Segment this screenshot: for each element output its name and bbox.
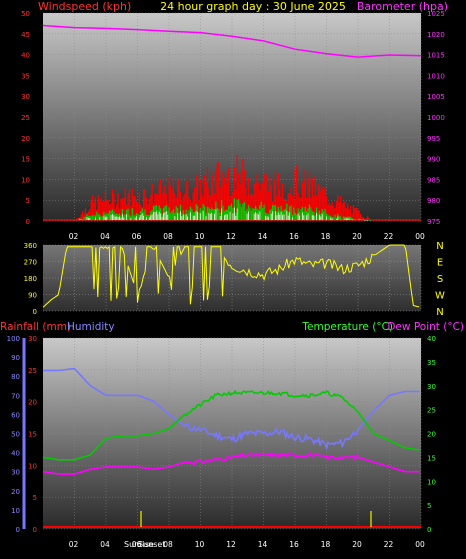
direction-series-line	[42, 244, 420, 308]
humidity-tick-label: 20	[11, 488, 20, 496]
compass-label: W	[435, 291, 445, 302]
barometer-tick-label: 980	[427, 197, 440, 205]
rainfall-axis-title: Rainfall (mm)	[0, 321, 71, 333]
wind-tick-label: 25	[21, 114, 30, 122]
climate-x-tick-label: 12	[226, 540, 236, 549]
compass-label: N	[436, 307, 443, 318]
climate-x-tick-label: 20	[352, 540, 362, 549]
climate-x-tick-label: 06	[132, 540, 142, 549]
direction-tick-label: 180	[24, 275, 37, 283]
wind-tick-label: 0	[26, 218, 30, 226]
compass-label: S	[437, 274, 443, 285]
wind-x-tick-label: 14	[258, 232, 268, 241]
temperature-tick-label: 40	[427, 335, 436, 343]
climate-x-tick-label: 14	[258, 540, 268, 549]
humidity-series-line	[43, 367, 420, 451]
temperature-tick-label: 10	[427, 478, 436, 486]
temperature-tick-label: 0	[427, 526, 431, 534]
wind-tick-label: 35	[21, 72, 30, 80]
humidity-tick-label: 10	[11, 507, 20, 515]
wind-x-tick-label: 10	[195, 232, 205, 241]
barometer-tick-label: 1005	[427, 93, 445, 101]
temperature-tick-label: 25	[427, 407, 436, 415]
direction-tick-label: 270	[24, 259, 37, 267]
wind-x-tick-label: 22	[384, 232, 394, 241]
wind-x-tick-label: 06	[132, 232, 142, 241]
sunrise-label: Sunrise	[124, 540, 154, 549]
temperature-tick-label: 15	[427, 454, 436, 462]
wind-x-tick-label: 08	[163, 232, 173, 241]
wind-tick-label: 30	[21, 93, 30, 101]
barometer-tick-label: 990	[427, 156, 440, 164]
wind-tick-label: 15	[21, 156, 30, 164]
wind-tick-label: 5	[26, 197, 30, 205]
humidity-tick-label: 90	[11, 354, 20, 362]
wind-x-tick-label: 04	[100, 232, 110, 241]
humidity-tick-label: 100	[7, 335, 20, 343]
wind-tick-label: 10	[21, 176, 30, 184]
humidity-tick-label: 50	[11, 431, 20, 439]
humidity-tick-label: 80	[11, 373, 20, 381]
dewpoint-axis-title: Dew Point (°C)	[387, 321, 464, 333]
humidity-tick-label: 60	[11, 411, 20, 419]
humidity-tick-label: 70	[11, 392, 20, 400]
dewpoint-series-line	[42, 451, 420, 475]
wind-tick-label: 40	[21, 52, 30, 60]
climate-x-tick-label: 10	[195, 540, 205, 549]
compass-label: E	[437, 258, 443, 269]
barometer-tick-label: 975	[427, 218, 440, 226]
compass-label: N	[436, 241, 443, 252]
climate-x-tick-label: 00	[415, 540, 425, 549]
humidity-tick-label: 30	[11, 469, 20, 477]
barometer-panel-title: Barometer (hpa)	[357, 0, 448, 13]
rain-tick-label: 15	[28, 431, 37, 439]
rain-tick-label: 30	[28, 335, 37, 343]
humidity-tick-label: 40	[11, 450, 20, 458]
rain-tick-label: 5	[33, 494, 37, 502]
wind-x-tick-label: 16	[289, 232, 299, 241]
sunset-label: Sunset	[138, 540, 165, 549]
temperature-tick-label: 35	[427, 359, 436, 367]
barometer-tick-label: 985	[427, 176, 440, 184]
temperature-tick-label: 30	[427, 383, 436, 391]
rain-tick-label: 10	[28, 462, 37, 470]
humidity-axis-title: Humidity	[67, 321, 115, 333]
wind-tick-label: 50	[21, 10, 30, 18]
rain-tick-label: 25	[28, 367, 37, 375]
climate-x-tick-label: 04	[100, 540, 110, 549]
wind-x-tick-label: 12	[226, 232, 236, 241]
climate-x-tick-label: 18	[321, 540, 331, 549]
wind-x-tick-label: 00	[415, 232, 425, 241]
climate-x-tick-label: 22	[384, 540, 394, 549]
wind-x-tick-label: 20	[352, 232, 362, 241]
barometer-tick-label: 1015	[427, 52, 445, 60]
temperature-axis-title: Temperature (°C)	[301, 321, 393, 333]
direction-tick-label: 360	[24, 242, 37, 250]
climate-x-tick-label: 02	[69, 540, 79, 549]
barometer-tick-label: 995	[427, 135, 440, 143]
climate-x-tick-label: 16	[289, 540, 299, 549]
temperature-tick-label: 5	[427, 502, 431, 510]
graph-date-title: 24 hour graph day : 30 June 2025	[160, 0, 346, 13]
barometer-tick-label: 1025	[427, 10, 445, 18]
temperature-tick-label: 20	[427, 431, 436, 439]
wind-x-tick-label: 02	[69, 232, 79, 241]
climate-x-tick-label: 08	[163, 540, 173, 549]
wind-tick-label: 45	[21, 31, 30, 39]
humidity-tick-label: 0	[16, 526, 20, 534]
wind-x-tick-label: 18	[321, 232, 331, 241]
direction-tick-label: 0	[33, 308, 37, 316]
direction-tick-label: 90	[28, 292, 37, 300]
rain-tick-label: 0	[33, 526, 37, 534]
temperature-series-line	[42, 389, 420, 461]
barometer-tick-label: 1010	[427, 72, 445, 80]
wind-tick-label: 20	[21, 135, 30, 143]
rain-tick-label: 20	[28, 399, 37, 407]
wind-panel-title: Windspeed (kph)	[38, 0, 131, 13]
barometer-tick-label: 1000	[427, 114, 445, 122]
barometer-series-line	[42, 24, 422, 58]
barometer-tick-label: 1020	[427, 31, 445, 39]
